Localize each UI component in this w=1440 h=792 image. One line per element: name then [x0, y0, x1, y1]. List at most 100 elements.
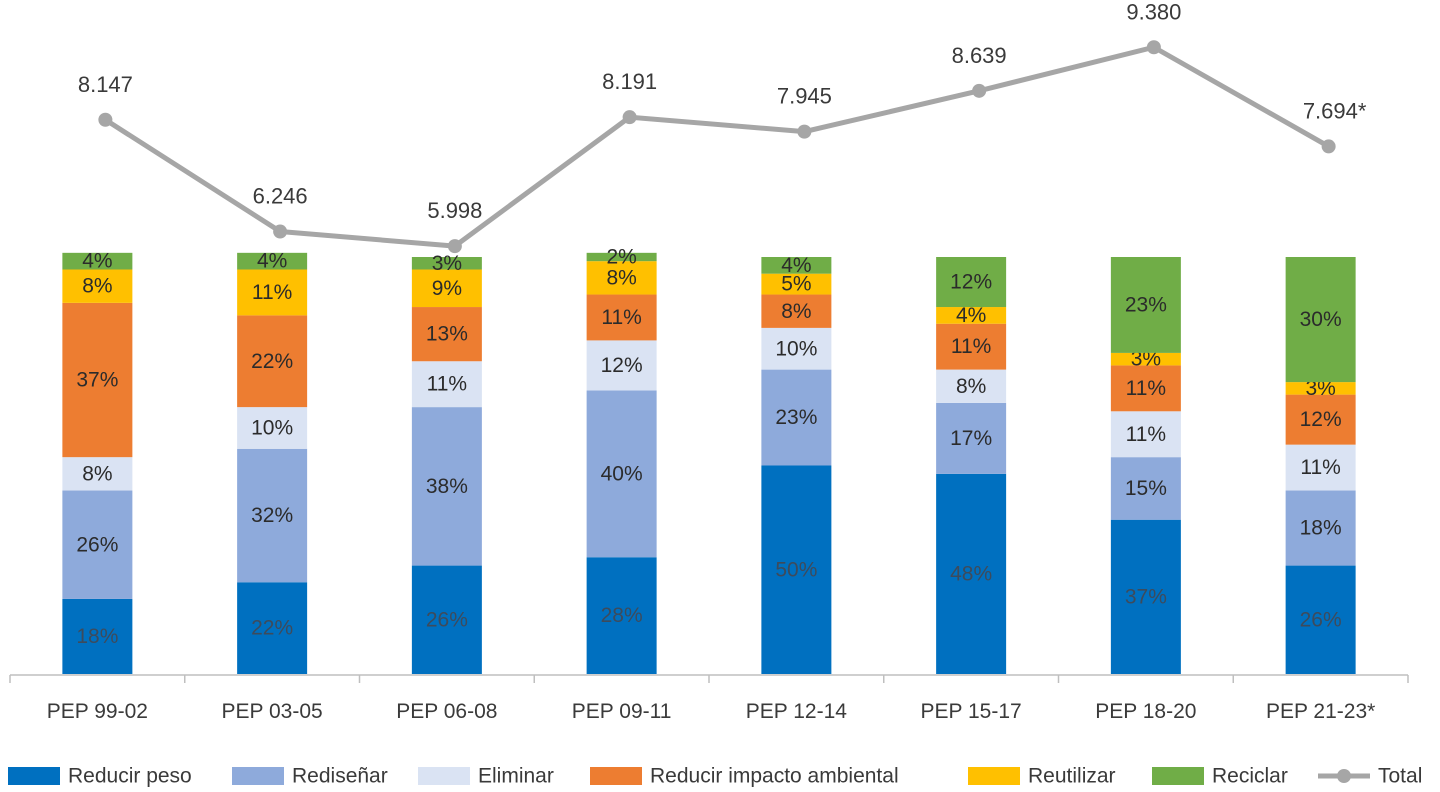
bar-segment — [237, 582, 308, 674]
bar-segment — [586, 557, 657, 674]
legend-label: Reciclar — [1212, 765, 1288, 788]
total-value-label: 7.694* — [1303, 98, 1367, 123]
bar-value-label: 4% — [257, 250, 287, 273]
x-tick-label: PEP 09-11 — [572, 700, 672, 723]
bar-segment — [411, 269, 482, 308]
legend-line-marker — [1337, 769, 1351, 783]
bar-value-label: 3% — [1131, 348, 1161, 371]
total-value-label: 9.380 — [1126, 0, 1181, 24]
bar-value-label: 26% — [426, 608, 468, 631]
bar-segment — [761, 369, 832, 466]
total-value-label: 6.246 — [253, 184, 308, 209]
bar-value-label: 12% — [601, 354, 643, 377]
bar-segment — [1285, 444, 1356, 491]
bar-value-label: 13% — [426, 323, 468, 346]
legend-swatch — [232, 767, 284, 785]
bar-value-label: 4% — [956, 304, 986, 327]
x-tick-label: PEP 18-20 — [1095, 700, 1196, 723]
bar-value-label: 11% — [427, 373, 467, 396]
bar-value-label: 30% — [1300, 308, 1342, 331]
bar-segment — [1110, 411, 1181, 458]
bar-segment — [936, 402, 1007, 474]
legend-swatch — [8, 767, 60, 785]
bar-value-label: 18% — [1300, 517, 1342, 540]
bar-segment — [1285, 394, 1356, 445]
bar-value-label: 3% — [1305, 377, 1335, 400]
bar-segment — [62, 252, 133, 270]
bar-value-label: 11% — [1126, 423, 1166, 446]
bar-value-label: 38% — [426, 475, 468, 498]
total-point — [98, 112, 113, 127]
total-point — [972, 83, 987, 98]
bar-value-label: 11% — [1300, 456, 1340, 479]
legend-swatch — [590, 767, 642, 785]
bar-segment — [411, 407, 482, 566]
bar-segment — [62, 269, 133, 303]
bar-value-label: 11% — [1126, 377, 1166, 400]
bar-segment — [1285, 565, 1356, 674]
bar-segment — [237, 448, 308, 583]
total-value-label: 7.945 — [777, 84, 832, 109]
bar-value-label: 2% — [606, 246, 636, 269]
bar-value-label: 11% — [601, 306, 641, 329]
bar-segment — [411, 257, 482, 270]
bar-segment — [1110, 365, 1181, 412]
bar-segment — [761, 294, 832, 328]
bar-segment — [62, 490, 133, 599]
bar-segment — [1285, 382, 1356, 395]
bar-segment — [237, 407, 308, 449]
bar-segment — [586, 340, 657, 391]
bar-value-label: 11% — [252, 281, 292, 304]
legend: Reducir peso Rediseñar Eliminar Reducir imp… — [8, 765, 1422, 788]
bar-value-label: 8% — [781, 300, 811, 323]
bar-value-label: 10% — [775, 337, 817, 360]
bar-segment — [586, 390, 657, 558]
bar-value-label: 23% — [1125, 294, 1167, 317]
bar-value-label: 37% — [76, 369, 118, 392]
bar-segment — [936, 323, 1007, 370]
total-value-label: 8.639 — [952, 43, 1007, 68]
bar-value-label: 12% — [1300, 408, 1342, 431]
bar-value-label: 32% — [251, 504, 293, 527]
bar-segment — [237, 315, 308, 408]
legend-swatch — [418, 767, 470, 785]
bar-value-label: 15% — [1125, 477, 1167, 500]
bar-segment — [761, 327, 832, 370]
bar-segment — [62, 598, 133, 674]
bar-value-label: 22% — [251, 350, 293, 373]
bar-value-label: 28% — [601, 604, 643, 627]
x-tick-label: PEP 06-08 — [396, 700, 497, 723]
total-value-label: 8.191 — [602, 69, 657, 94]
bar-value-label: 26% — [1300, 608, 1342, 631]
bar-segment — [761, 257, 832, 274]
x-tick-label: PEP 03-05 — [222, 700, 323, 723]
x-tick-label: PEP 21-23* — [1266, 700, 1375, 723]
legend-swatch — [1152, 767, 1204, 785]
bar-value-label: 26% — [76, 533, 118, 556]
bar-value-label: 9% — [432, 277, 462, 300]
bar-segment — [411, 307, 482, 362]
bar-segment — [936, 257, 1007, 308]
bar-value-label: 4% — [82, 250, 112, 273]
total-value-label: 5.998 — [427, 198, 482, 223]
bar-value-label: 22% — [251, 617, 293, 640]
bar-value-label: 50% — [775, 558, 817, 581]
bar-segment — [1110, 519, 1181, 674]
bars-group: 18% 26% 8% 37% 8% 4% 22% 32% 10% 22% 11% 4% 26% 38% 11… — [62, 246, 1356, 674]
total-point — [1321, 139, 1336, 154]
bar-segment — [586, 252, 657, 262]
bar-value-label: 5% — [781, 273, 811, 296]
legend-label: Reutilizar — [1028, 765, 1116, 788]
bar-segment — [62, 302, 133, 458]
bar-value-label: 8% — [606, 266, 636, 289]
bar-segment — [1110, 257, 1181, 353]
bar-segment — [1110, 457, 1181, 520]
bar-segment — [936, 473, 1007, 674]
bar-segment — [411, 565, 482, 674]
bar-value-label: 3% — [432, 252, 462, 275]
bar-segment — [411, 361, 482, 408]
total-point — [797, 124, 812, 139]
bar-segment — [586, 261, 657, 295]
legend-label: Reducir impacto ambiental — [650, 765, 899, 788]
bar-segment — [1285, 257, 1356, 383]
